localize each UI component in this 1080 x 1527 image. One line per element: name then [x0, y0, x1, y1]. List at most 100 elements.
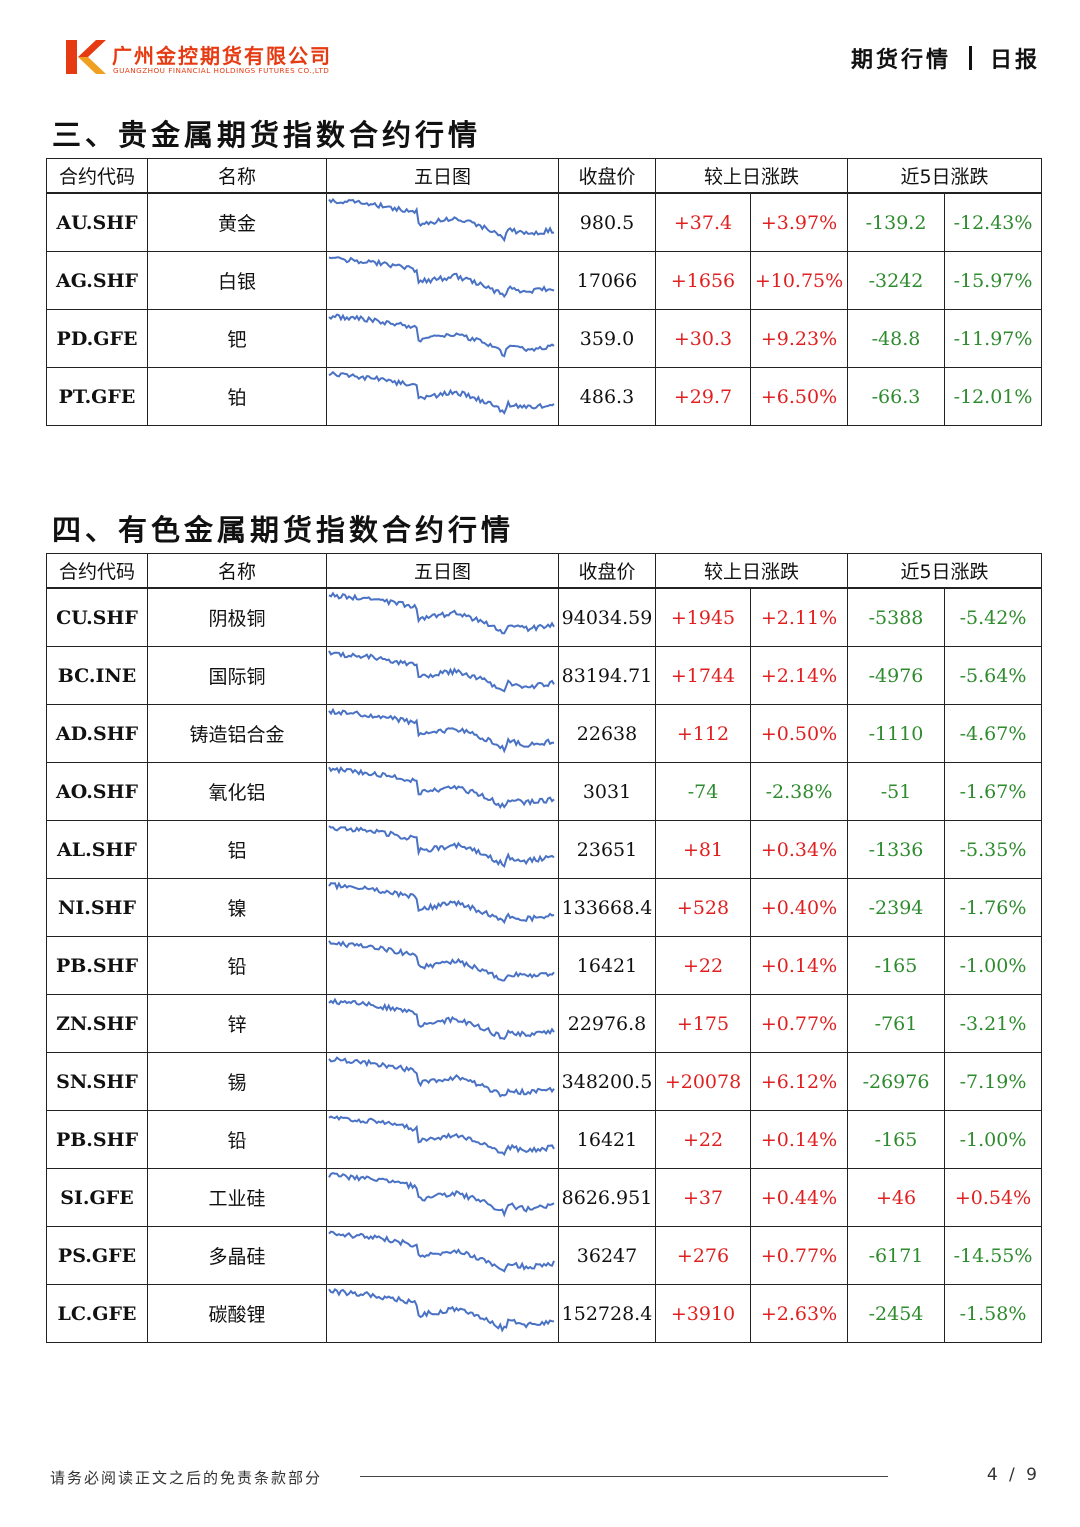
close-price: 94034.59 — [558, 587, 656, 647]
five-day-change-percent: -1.58% — [944, 1284, 1043, 1343]
contract-name: 铅 — [147, 936, 327, 995]
sparkline-path — [328, 1230, 555, 1273]
five-day-chart-cell — [326, 587, 559, 647]
contract-name: 碳酸锂 — [147, 1284, 327, 1343]
five-day-chart-cell — [326, 1052, 559, 1111]
five-day-change-percent: -12.01% — [944, 367, 1043, 426]
five-day-chart-cell — [326, 646, 559, 705]
daily-change: +22 — [655, 1110, 751, 1169]
daily-change: +20078 — [655, 1052, 751, 1111]
five-day-chart-cell — [326, 1168, 559, 1227]
table-row: LC.GFE 碳酸锂 152728.4 +3910 +2.63% -2454 -1.58% — [46, 1284, 1043, 1343]
header-daily-change: 较上日涨跌 — [654, 553, 849, 589]
table-header-row: 合约代码 名称 五日图 收盘价 较上日涨跌 近5日涨跌 — [46, 158, 1043, 194]
daily-change: +37 — [655, 1168, 751, 1227]
five-day-sparkline — [328, 591, 555, 635]
five-day-change-percent: -15.97% — [944, 251, 1043, 310]
sparkline-path — [328, 256, 555, 299]
table-row: SI.GFE 工业硅 8626.951 +37 +0.44% +46 +0.54% — [46, 1168, 1043, 1227]
five-day-change-percent: -14.55% — [944, 1226, 1043, 1285]
five-day-change: -1110 — [847, 704, 946, 763]
contract-name: 钯 — [147, 309, 327, 368]
five-day-change: -6171 — [847, 1226, 946, 1285]
header-contract-code: 合约代码 — [46, 158, 148, 194]
company-name-en: GUANGZHOU FINANCIAL HOLDINGS FUTURES CO.… — [113, 66, 330, 75]
five-day-change-percent: -12.43% — [944, 192, 1043, 252]
section-title-precious-metals: 三、贵金属期货指数合约行情 — [52, 118, 482, 152]
daily-change-percent: +6.50% — [749, 367, 849, 426]
five-day-chart-cell — [326, 762, 559, 821]
close-price: 359.0 — [558, 309, 656, 368]
page-footer: 请务必阅读正文之后的免责条款部分 4 / 9 — [0, 1455, 1080, 1495]
daily-change-percent: +0.50% — [749, 704, 849, 763]
table-row: BC.INE 国际铜 83194.71 +1744 +2.14% -4976 -5.64% — [46, 646, 1043, 705]
sparkline-path — [328, 650, 555, 693]
daily-change: +528 — [655, 878, 751, 937]
precious-metals-table: 合约代码 名称 五日图 收盘价 较上日涨跌 近5日涨跌 AU.SHF 黄金 980.5 +37.… — [46, 158, 1043, 426]
five-day-change: -2394 — [847, 878, 946, 937]
contract-code: ZN.SHF — [46, 994, 148, 1053]
five-day-chart-cell — [326, 994, 559, 1053]
table-row: PB.SHF 铅 16421 +22 +0.14% -165 -1.00% — [46, 936, 1043, 995]
table-row: AU.SHF 黄金 980.5 +37.4 +3.97% -139.2 -12.43% — [46, 192, 1043, 252]
contract-code: BC.INE — [46, 646, 148, 705]
contract-code: AO.SHF — [46, 762, 148, 821]
header-divider — [968, 46, 972, 70]
five-day-chart-cell — [326, 820, 559, 879]
five-day-change-percent: -4.67% — [944, 704, 1043, 763]
five-day-change-percent: -5.42% — [944, 587, 1043, 647]
daily-change: +276 — [655, 1226, 751, 1285]
five-day-change: -761 — [847, 994, 946, 1053]
five-day-change: -2454 — [847, 1284, 946, 1343]
five-day-chart-cell — [326, 1284, 559, 1343]
table-row: NI.SHF 镍 133668.4 +528 +0.40% -2394 -1.76% — [46, 878, 1043, 937]
close-price: 83194.71 — [558, 646, 656, 705]
contract-code: AU.SHF — [46, 192, 148, 252]
five-day-change: -48.8 — [847, 309, 946, 368]
daily-change: +175 — [655, 994, 751, 1053]
close-price: 348200.5 — [558, 1052, 656, 1111]
five-day-chart-cell — [326, 878, 559, 937]
contract-code: PS.GFE — [46, 1226, 148, 1285]
sparkline-path — [328, 766, 555, 810]
header-close-price: 收盘价 — [558, 553, 656, 589]
contract-code: CU.SHF — [46, 587, 148, 647]
header-contract-code: 合约代码 — [46, 553, 148, 589]
table-row: AG.SHF 白银 17066 +1656 +10.75% -3242 -15.97% — [46, 251, 1043, 310]
page-header: 广州金控期货有限公司 GUANGZHOU FINANCIAL HOLDINGS … — [0, 0, 1080, 100]
contract-code: SI.GFE — [46, 1168, 148, 1227]
daily-change: +112 — [655, 704, 751, 763]
company-logo-icon — [66, 40, 106, 74]
five-day-chart-cell — [326, 367, 559, 426]
five-day-chart-cell — [326, 192, 559, 252]
five-day-sparkline — [328, 1288, 555, 1333]
contract-name: 黄金 — [147, 192, 327, 252]
daily-change: +3910 — [655, 1284, 751, 1343]
five-day-change-percent: -1.67% — [944, 762, 1043, 821]
header-five-day-change: 近5日涨跌 — [847, 158, 1043, 194]
contract-name: 铅 — [147, 1110, 327, 1169]
close-price: 36247 — [558, 1226, 656, 1285]
five-day-sparkline — [328, 1115, 555, 1157]
five-day-chart-cell — [326, 1226, 559, 1285]
contract-name: 白银 — [147, 251, 327, 310]
close-price: 8626.951 — [558, 1168, 656, 1227]
daily-change-percent: +2.63% — [749, 1284, 849, 1343]
header-five-day-change: 近5日涨跌 — [847, 553, 1043, 589]
close-price: 3031 — [558, 762, 656, 821]
header-name: 名称 — [147, 158, 327, 194]
sparkline-path — [328, 707, 555, 754]
daily-change: +81 — [655, 820, 751, 879]
daily-change-percent: +9.23% — [749, 309, 849, 368]
table-row: ZN.SHF 锌 22976.8 +175 +0.77% -761 -3.21% — [46, 994, 1043, 1053]
daily-change-percent: +3.97% — [749, 192, 849, 252]
contract-code: PT.GFE — [46, 367, 148, 426]
close-price: 133668.4 — [558, 878, 656, 937]
five-day-change: -5388 — [847, 587, 946, 647]
daily-change: +1945 — [655, 587, 751, 647]
five-day-sparkline — [328, 650, 555, 693]
contract-name: 阴极铜 — [147, 587, 327, 647]
table-row: PS.GFE 多晶硅 36247 +276 +0.77% -6171 -14.55% — [46, 1226, 1043, 1285]
five-day-sparkline — [328, 1172, 555, 1218]
five-day-change: -26976 — [847, 1052, 946, 1111]
